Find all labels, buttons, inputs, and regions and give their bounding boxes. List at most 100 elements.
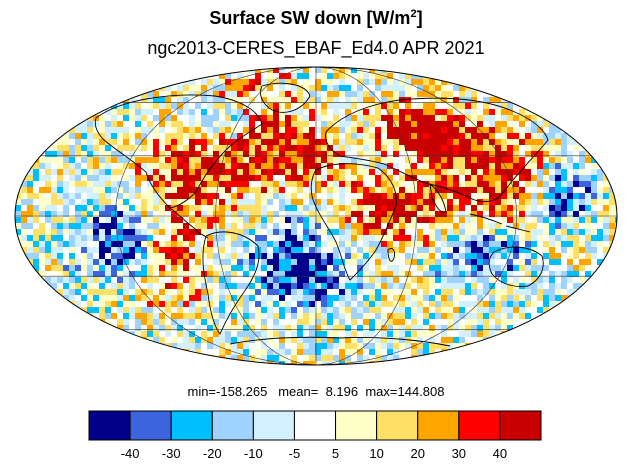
anomaly-cell <box>279 301 285 307</box>
anomaly-cell <box>327 361 333 365</box>
anomaly-cell <box>261 199 267 205</box>
anomaly-cell <box>495 163 501 169</box>
anomaly-cell <box>129 205 135 211</box>
anomaly-cell <box>483 223 489 229</box>
anomaly-cell <box>255 169 261 175</box>
anomaly-cell <box>447 289 453 295</box>
anomaly-cell <box>99 313 105 319</box>
anomaly-cell <box>117 265 123 271</box>
anomaly-cell <box>507 151 513 157</box>
anomaly-cell <box>519 163 525 169</box>
anomaly-cell <box>291 355 297 361</box>
anomaly-cell <box>213 337 219 343</box>
anomaly-cell <box>513 139 519 145</box>
anomaly-cell <box>75 181 81 187</box>
anomaly-cell <box>519 277 525 283</box>
anomaly-cell <box>393 247 399 253</box>
anomaly-cell <box>261 121 267 127</box>
anomaly-cell <box>441 115 447 121</box>
anomaly-cell <box>219 211 225 217</box>
anomaly-cell <box>393 265 399 271</box>
anomaly-cell <box>321 337 327 343</box>
anomaly-cell <box>471 313 477 319</box>
anomaly-cell <box>159 169 165 175</box>
anomaly-cell <box>111 271 117 277</box>
anomaly-cell <box>417 199 423 205</box>
anomaly-cell <box>297 211 303 217</box>
anomaly-cell <box>525 175 531 181</box>
anomaly-cell <box>447 295 453 301</box>
anomaly-cell <box>315 175 321 181</box>
anomaly-cell <box>405 277 411 283</box>
anomaly-cell <box>357 91 363 97</box>
coastline-africa <box>310 163 397 281</box>
anomaly-cell <box>237 157 243 163</box>
anomaly-cell <box>507 163 513 169</box>
anomaly-cell <box>363 325 369 331</box>
anomaly-cell <box>447 199 453 205</box>
anomaly-cell <box>267 253 273 259</box>
anomaly-cell <box>189 169 195 175</box>
anomaly-cell <box>471 115 477 121</box>
anomaly-cell <box>459 325 465 331</box>
anomaly-cell <box>111 301 117 307</box>
anomaly-cell <box>447 103 453 109</box>
anomaly-cell <box>279 325 285 331</box>
anomaly-cell <box>249 175 255 181</box>
anomaly-cell <box>579 277 585 283</box>
anomaly-cell <box>99 121 105 127</box>
anomaly-cell <box>183 247 189 253</box>
anomaly-cell <box>369 271 375 277</box>
anomaly-cell <box>393 211 399 217</box>
anomaly-cell <box>225 205 231 211</box>
anomaly-cell <box>231 145 237 151</box>
anomaly-cell <box>225 241 231 247</box>
anomaly-cell <box>573 235 579 241</box>
anomaly-cell <box>303 319 309 325</box>
anomaly-cell <box>237 181 243 187</box>
anomaly-cell <box>153 295 159 301</box>
anomaly-cell <box>165 313 171 319</box>
anomaly-cell <box>417 259 423 265</box>
anomaly-cell <box>411 307 417 313</box>
anomaly-cell <box>231 265 237 271</box>
anomaly-cell <box>255 277 261 283</box>
anomaly-cell <box>585 217 591 223</box>
anomaly-cell <box>273 301 279 307</box>
anomaly-cell <box>141 331 147 337</box>
anomaly-cell <box>291 337 297 343</box>
anomaly-cell <box>147 217 153 223</box>
anomaly-cell <box>273 349 279 355</box>
anomaly-cell <box>105 187 111 193</box>
anomaly-cell <box>375 319 381 325</box>
anomaly-cell <box>231 175 237 181</box>
anomaly-cell <box>57 247 63 253</box>
anomaly-cell <box>369 163 375 169</box>
anomaly-cell <box>375 235 381 241</box>
anomaly-cell <box>453 169 459 175</box>
anomaly-cell <box>369 115 375 121</box>
anomaly-cell <box>441 295 447 301</box>
anomaly-cell <box>21 181 27 187</box>
anomaly-cell <box>339 157 345 163</box>
anomaly-cell <box>201 319 207 325</box>
anomaly-cell <box>387 229 393 235</box>
anomaly-cell <box>273 223 279 229</box>
anomaly-cell <box>459 289 465 295</box>
anomaly-cell <box>147 139 153 145</box>
anomaly-cell <box>513 187 519 193</box>
anomaly-cell <box>225 151 231 157</box>
anomaly-cell <box>357 229 363 235</box>
anomaly-cell <box>303 115 309 121</box>
anomaly-cell <box>507 103 513 109</box>
anomaly-cell <box>261 103 267 109</box>
coastline-australia <box>488 246 544 287</box>
anomaly-cell <box>309 355 315 361</box>
anomaly-cell <box>297 271 303 277</box>
anomaly-cell <box>375 253 381 259</box>
anomaly-cell <box>297 205 303 211</box>
anomaly-cell <box>117 259 123 265</box>
anomaly-cell <box>153 325 159 331</box>
anomaly-cell <box>333 271 339 277</box>
anomaly-cell <box>69 247 75 253</box>
